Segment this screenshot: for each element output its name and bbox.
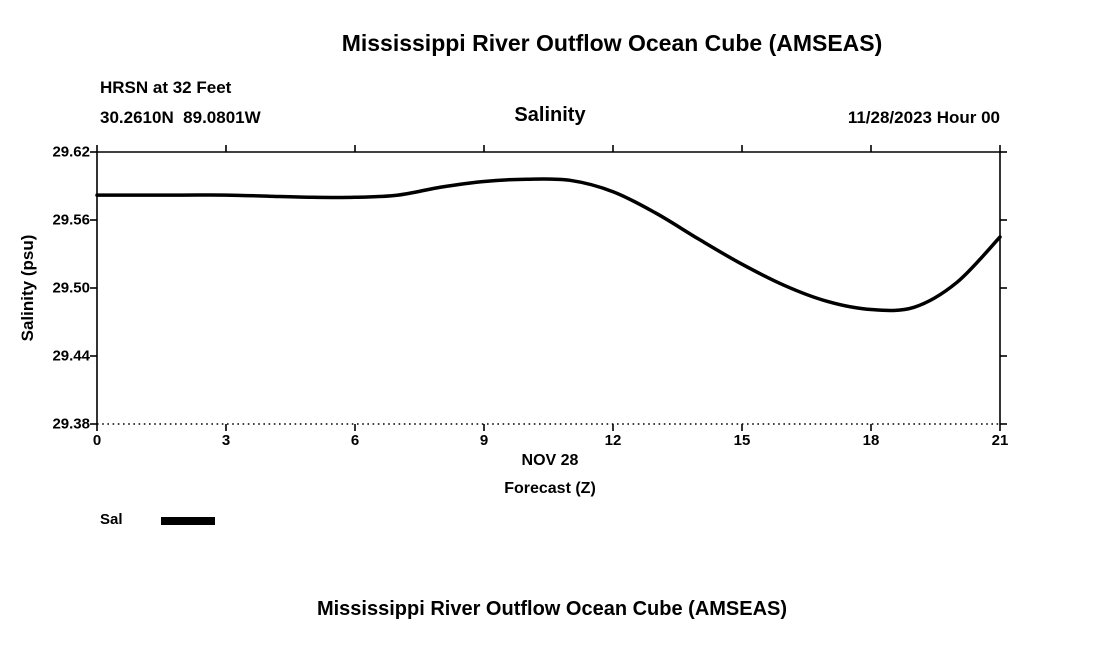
chart-title-bottom: Mississippi River Outflow Ocean Cube (AM… xyxy=(316,598,788,620)
variable-title: Salinity xyxy=(514,104,586,126)
x-axis-date-label: NOV 28 xyxy=(521,452,579,469)
x-axis-forecast-label: Forecast (Z) xyxy=(504,480,596,497)
y-tick-label: 29.38 xyxy=(52,415,90,433)
chart-title-top: Mississippi River Outflow Ocean Cube (AM… xyxy=(341,30,883,56)
y-tick-label: 29.50 xyxy=(52,279,90,297)
x-tick-label: 21 xyxy=(991,432,1009,449)
legend-label: Sal xyxy=(100,511,123,528)
station-label: HRSN at 32 Feet xyxy=(100,78,232,97)
y-tick-label: 29.44 xyxy=(52,347,90,365)
y-tick-label: 29.62 xyxy=(52,143,90,161)
x-tick-label: 3 xyxy=(221,432,231,449)
x-tick-label: 15 xyxy=(733,432,751,449)
x-tick-label: 6 xyxy=(350,432,360,449)
x-tick-label: 18 xyxy=(862,432,880,449)
legend-line-swatch xyxy=(161,517,215,525)
series-line-sal xyxy=(95,177,1002,313)
x-tick-label: 12 xyxy=(604,432,622,449)
y-tick-label: 29.56 xyxy=(52,211,90,229)
x-tick-label: 9 xyxy=(479,432,489,449)
datetime-label: 11/28/2023 Hour 00 xyxy=(847,108,1000,127)
x-tick-label: 0 xyxy=(92,432,102,449)
coordinates-label: 30.2610N 89.0801W xyxy=(100,108,261,127)
